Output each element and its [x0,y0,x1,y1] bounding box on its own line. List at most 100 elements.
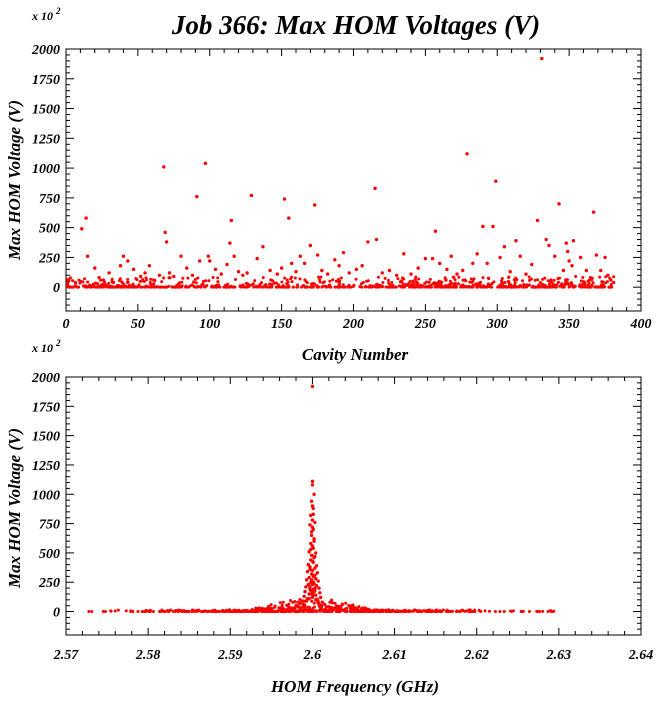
data-point-cavity [508,270,512,274]
data-point-frequency [314,577,318,581]
data-point-cavity [358,285,362,289]
data-point-cavity [584,268,589,273]
data-point-cavity [453,278,457,282]
data-point-cavity [448,279,452,283]
y-multiplier-frequency: x 10 2 [31,338,61,355]
data-point-frequency [467,609,471,613]
data-point-cavity [593,285,597,289]
data-point-frequency [317,586,321,590]
data-point-cavity [318,278,322,282]
data-point-cavity [533,278,537,282]
data-point-frequency [269,603,273,607]
data-point-cavity [331,278,335,282]
x-tick-label-cavity: 350 [558,317,580,332]
data-point-cavity [325,272,330,276]
data-point-cavity [530,285,534,289]
data-point-cavity [304,285,308,289]
data-point-cavity [543,276,547,280]
data-point-cavity [71,285,75,289]
data-point-cavity [513,283,517,287]
data-point-frequency [280,606,284,610]
data-point-cavity [293,276,297,280]
x-tick-label-cavity: 150 [271,317,292,332]
data-point-cavity [599,268,603,273]
data-point-cavity [433,285,437,289]
figure-title: Job 366: Max HOM Voltages (V) [171,10,540,40]
x-tick-label-frequency: 2.63 [546,648,572,663]
data-point-cavity [512,278,516,282]
data-point-cavity [144,276,148,280]
data-point-cavity [210,285,214,289]
data-point-cavity [232,285,236,289]
data-point-cavity [122,285,126,289]
data-point-cavity [224,285,228,289]
data-point-cavity [556,280,560,284]
y-tick-label-frequency: 1000 [32,488,60,503]
data-point-cavity [244,281,248,285]
data-point-frequency [312,539,316,543]
data-point-cavity [612,275,616,279]
data-point-cavity [607,285,611,289]
data-point-cavity [179,254,183,258]
data-point-cavity [428,284,432,288]
data-point-cavity [118,277,122,281]
data-point-frequency [473,608,477,612]
data-point-cavity [90,285,94,289]
data-point-frequency [311,587,315,591]
data-point-frequency [397,610,401,614]
data-point-cavity [580,285,584,289]
data-point-frequency [331,601,335,605]
data-point-frequency [354,606,358,610]
data-point-frequency [205,610,209,614]
data-point-cavity [452,275,456,279]
data-point-cavity [204,279,208,283]
data-point-cavity [574,275,578,279]
data-point-cavity [184,284,188,288]
data-point-cavity [432,281,436,285]
data-point-cavity [416,285,420,289]
data-point-cavity [564,279,568,283]
data-point-frequency [314,551,318,555]
data-point-cavity [475,252,479,256]
y-tick-label-cavity: 2000 [31,43,60,58]
data-point-frequency [351,608,356,613]
data-point-frequency [343,607,347,611]
data-point-frequency [265,607,269,611]
data-point-cavity [295,285,299,289]
data-point-cavity [583,280,587,284]
data-point-cavity [543,285,547,289]
data-point-cavity [185,266,189,270]
data-point-cavity [465,285,469,289]
data-point-cavity [126,278,130,282]
data-point-cavity [172,274,176,279]
data-point-frequency [290,606,294,610]
data-point-frequency [403,608,407,612]
data-point-cavity [486,285,490,289]
data-point-cavity [285,285,289,289]
data-point-frequency [357,605,361,609]
data-point-cavity [139,274,143,279]
data-point-frequency [310,591,315,595]
data-point-frequency [145,608,149,612]
data-point-frequency [312,601,316,605]
data-point-cavity [513,285,517,289]
y-axis-label-frequency: Max HOM Voltage (V) [5,428,24,589]
data-point-frequency [309,547,313,552]
y-tick-label-frequency: 1250 [32,459,60,474]
data-point-cavity [403,284,407,288]
data-point-frequency [314,610,318,614]
data-point-cavity [216,280,220,284]
data-point-cavity [302,261,307,266]
data-point-cavity [215,285,219,289]
data-point-cavity [396,277,400,281]
y-tick-label-cavity: 1500 [32,103,60,118]
data-point-frequency [527,610,531,614]
data-point-cavity [160,280,164,284]
data-point-cavity [383,276,387,280]
data-point-frequency [377,609,381,613]
data-point-frequency [318,595,323,600]
data-point-frequency [109,609,113,613]
x-tick-label-cavity: 50 [131,317,145,332]
data-point-frequency [339,608,343,612]
data-point-frequency [148,609,152,613]
